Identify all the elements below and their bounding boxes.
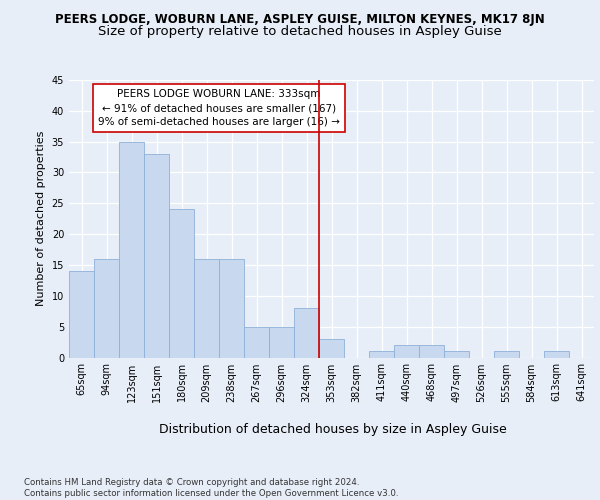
Bar <box>219 259 244 358</box>
Bar <box>494 352 519 358</box>
Bar <box>269 326 294 358</box>
Bar <box>194 259 219 358</box>
Bar <box>294 308 319 358</box>
Bar <box>244 326 269 358</box>
Bar <box>169 210 194 358</box>
Text: PEERS LODGE WOBURN LANE: 333sqm
← 91% of detached houses are smaller (167)
9% of: PEERS LODGE WOBURN LANE: 333sqm ← 91% of… <box>98 89 340 127</box>
Bar <box>144 154 169 358</box>
Bar <box>444 352 469 358</box>
Text: Size of property relative to detached houses in Aspley Guise: Size of property relative to detached ho… <box>98 25 502 38</box>
Bar <box>119 142 144 358</box>
Bar <box>419 345 444 358</box>
Text: Contains HM Land Registry data © Crown copyright and database right 2024.
Contai: Contains HM Land Registry data © Crown c… <box>24 478 398 498</box>
Bar <box>319 339 344 357</box>
Bar <box>94 259 119 358</box>
Bar <box>394 345 419 358</box>
Text: Distribution of detached houses by size in Aspley Guise: Distribution of detached houses by size … <box>159 422 507 436</box>
Bar <box>369 352 394 358</box>
Bar <box>544 352 569 358</box>
Text: PEERS LODGE, WOBURN LANE, ASPLEY GUISE, MILTON KEYNES, MK17 8JN: PEERS LODGE, WOBURN LANE, ASPLEY GUISE, … <box>55 12 545 26</box>
Bar <box>69 271 94 358</box>
Y-axis label: Number of detached properties: Number of detached properties <box>36 131 46 306</box>
